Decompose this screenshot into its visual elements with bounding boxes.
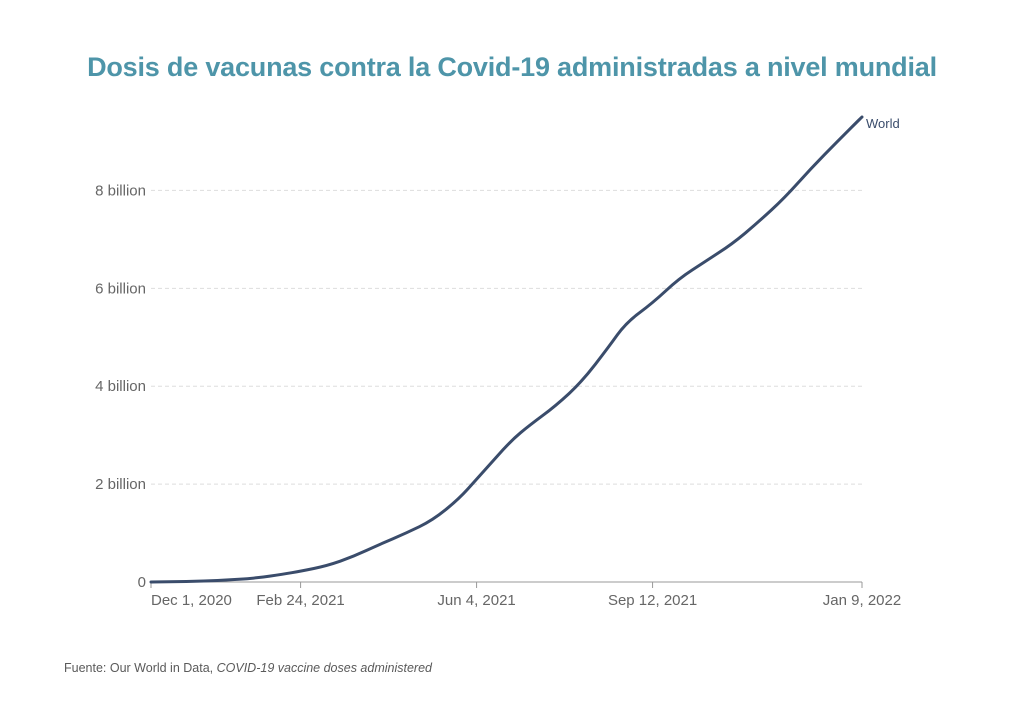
x-tick-label: Feb 24, 2021 — [256, 592, 344, 609]
y-tick-label: 0 — [138, 574, 146, 591]
y-tick-label: 8 billion — [95, 182, 146, 199]
source-note: Fuente: Our World in Data, COVID-19 vacc… — [64, 661, 432, 675]
y-tick-label: 6 billion — [95, 280, 146, 297]
x-tick-label: Jan 9, 2022 — [823, 592, 901, 609]
x-tick-label: Sep 12, 2021 — [608, 592, 697, 609]
series-line-world — [149, 115, 864, 584]
y-tick-label: 4 billion — [95, 378, 146, 395]
grid-lines — [151, 189, 862, 485]
source-dataset: COVID-19 vaccine doses administered — [216, 661, 432, 675]
source-prefix: Fuente: Our World in Data, — [64, 661, 217, 675]
chart-title: Dosis de vacunas contra la Covid-19 admi… — [87, 52, 937, 82]
axes — [150, 581, 863, 588]
labels: 0 2 billion 4 billion 6 billion 8 billion Dec… — [95, 116, 901, 609]
x-tick-label: Jun 4, 2021 — [437, 592, 515, 609]
x-tick-label: Dec 1, 2020 — [151, 592, 232, 609]
y-tick-label: 2 billion — [95, 476, 146, 493]
series-label: World — [866, 116, 900, 131]
series-layer — [149, 115, 864, 584]
